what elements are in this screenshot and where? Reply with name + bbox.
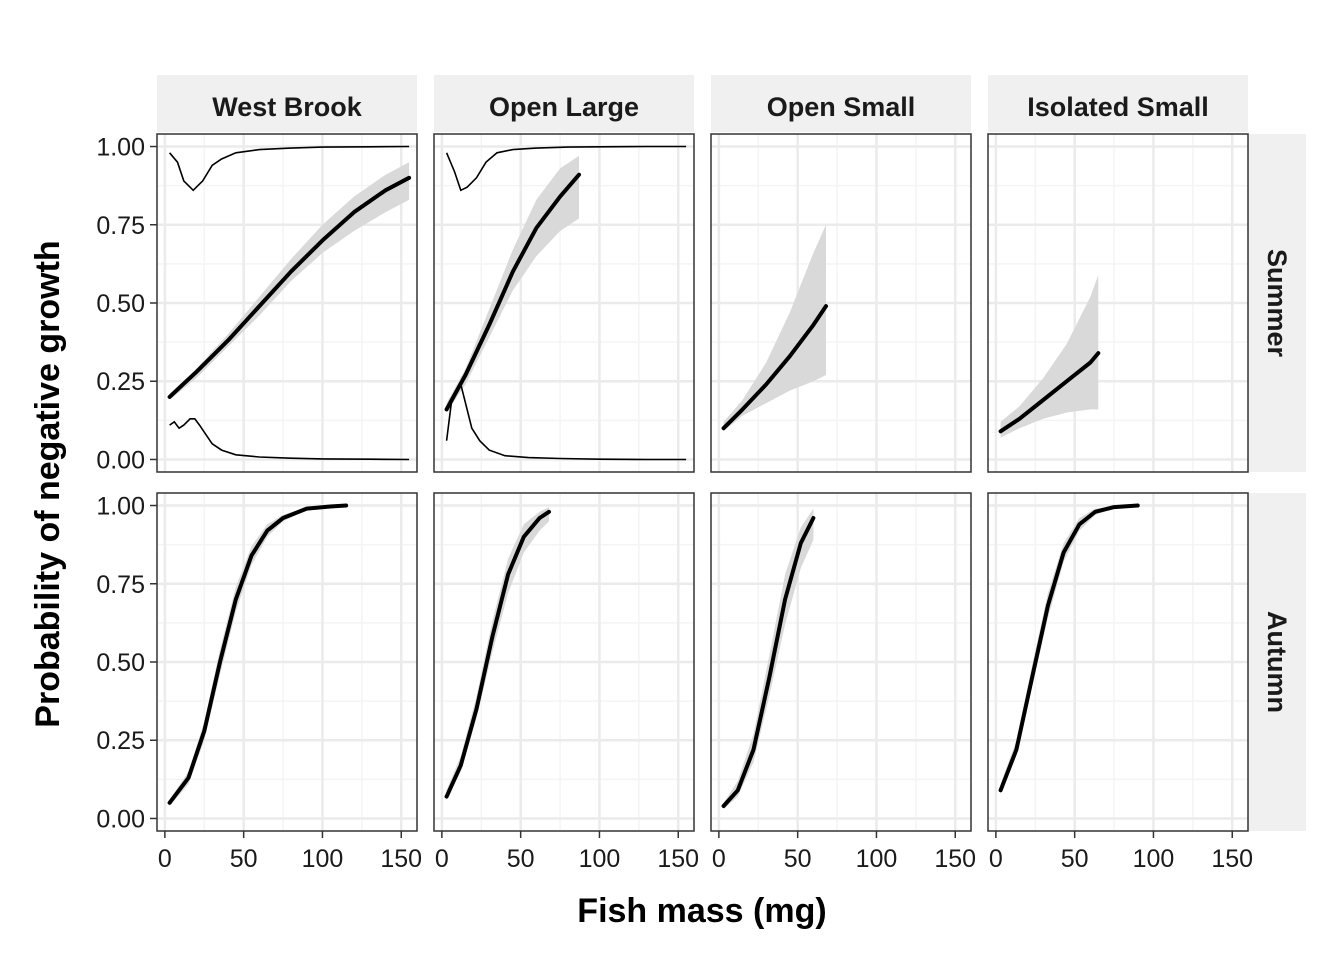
panel-border: [433, 133, 695, 473]
x-tick-label: 100: [856, 845, 898, 873]
fitted-curve: [167, 175, 412, 399]
panel-border: [710, 492, 972, 832]
x-tick-label: 50: [507, 845, 535, 873]
strip-background: [711, 75, 971, 132]
x-tick-label: 0: [989, 845, 1003, 873]
x-tick-label: 150: [934, 845, 976, 873]
x-tick-label: 150: [380, 845, 422, 873]
strip-label: Isolated Small: [1027, 92, 1209, 122]
strip-label: Autumn: [1262, 611, 1292, 713]
x-tick-label: 50: [1061, 845, 1089, 873]
fitted-curve: [998, 503, 1140, 793]
x-tick-label: 0: [158, 845, 172, 873]
strip-label: Open Large: [489, 92, 639, 122]
x-tick-label: 0: [435, 845, 449, 873]
strip-label: Open Small: [767, 92, 916, 122]
panel-west-brook-autumn: 0.00 0.25 0.50 0.75 1.00 0 50 100 150: [96, 492, 422, 873]
strip-background: [1248, 134, 1306, 472]
x-tick-label: 0: [712, 845, 726, 873]
x-tick-label: 50: [784, 845, 812, 873]
strip-open-small: Open Small: [711, 75, 971, 132]
density-curve-low: [169, 417, 410, 461]
y-tick-label: 0.25: [96, 368, 145, 396]
strip-label: Summer: [1262, 249, 1292, 358]
x-tick-label: 150: [1211, 845, 1253, 873]
panel-border: [987, 492, 1249, 832]
y-tick-label: 0.50: [96, 290, 145, 318]
panel-open-large-autumn: 0 50 100 150: [433, 492, 699, 873]
panel-isolated-small-autumn: 0 50 100 150: [987, 492, 1253, 873]
strip-open-large: Open Large: [434, 75, 694, 132]
fitted-curve: [444, 172, 581, 412]
y-tick-label: 0.25: [96, 727, 145, 755]
panel-open-small-autumn: 0 50 100 150: [710, 492, 976, 873]
fitted-curve: [721, 516, 816, 808]
strip-background: [988, 75, 1248, 132]
strip-label: West Brook: [212, 92, 363, 122]
density-curve-high: [168, 145, 410, 192]
strip-west-brook: West Brook: [157, 75, 417, 132]
y-axis-title: Probability of negative growth: [29, 240, 67, 727]
y-tick-label: 0.00: [96, 446, 145, 474]
fitted-curve: [167, 503, 349, 805]
strip-autumn: Autumn: [1248, 493, 1306, 831]
panels-layer: West Brook Open Large Open Small Isolated S…: [96, 75, 1306, 873]
x-tick-label: 100: [302, 845, 344, 873]
fitted-curve: [444, 509, 551, 799]
density-curve-high: [445, 145, 687, 192]
x-tick-label: 150: [657, 845, 699, 873]
y-tick-label: 0.75: [96, 212, 145, 240]
x-tick-label: 100: [579, 845, 621, 873]
fitted-curve: [721, 304, 828, 431]
strip-background: [1248, 493, 1306, 831]
strip-background: [434, 75, 694, 132]
confidence-band: [723, 224, 826, 432]
y-tick-label: 0.00: [96, 805, 145, 833]
x-axis-title: Fish mass (mg): [577, 892, 826, 930]
confidence-band: [1000, 274, 1099, 438]
strip-summer: Summer: [1248, 134, 1306, 472]
strip-background: [157, 75, 417, 132]
panel-isolated-small-summer: [987, 133, 1249, 473]
panel-border: [987, 133, 1249, 473]
panel-open-small-summer: [710, 133, 972, 473]
y-tick-label: 1.00: [96, 134, 145, 162]
strip-isolated-small: Isolated Small: [988, 75, 1248, 132]
y-tick-label: 1.00: [96, 493, 145, 521]
panel-border: [710, 133, 972, 473]
y-tick-label: 0.50: [96, 649, 145, 677]
panel-open-large-summer: [433, 133, 695, 473]
panel-west-brook-summer: 0.00 0.25 0.50 0.75 1.00: [96, 133, 418, 474]
fitted-curve: [998, 351, 1101, 434]
x-tick-label: 50: [230, 845, 258, 873]
x-tick-label: 100: [1133, 845, 1175, 873]
panel-border: [433, 492, 695, 832]
y-tick-label: 0.75: [96, 571, 145, 599]
